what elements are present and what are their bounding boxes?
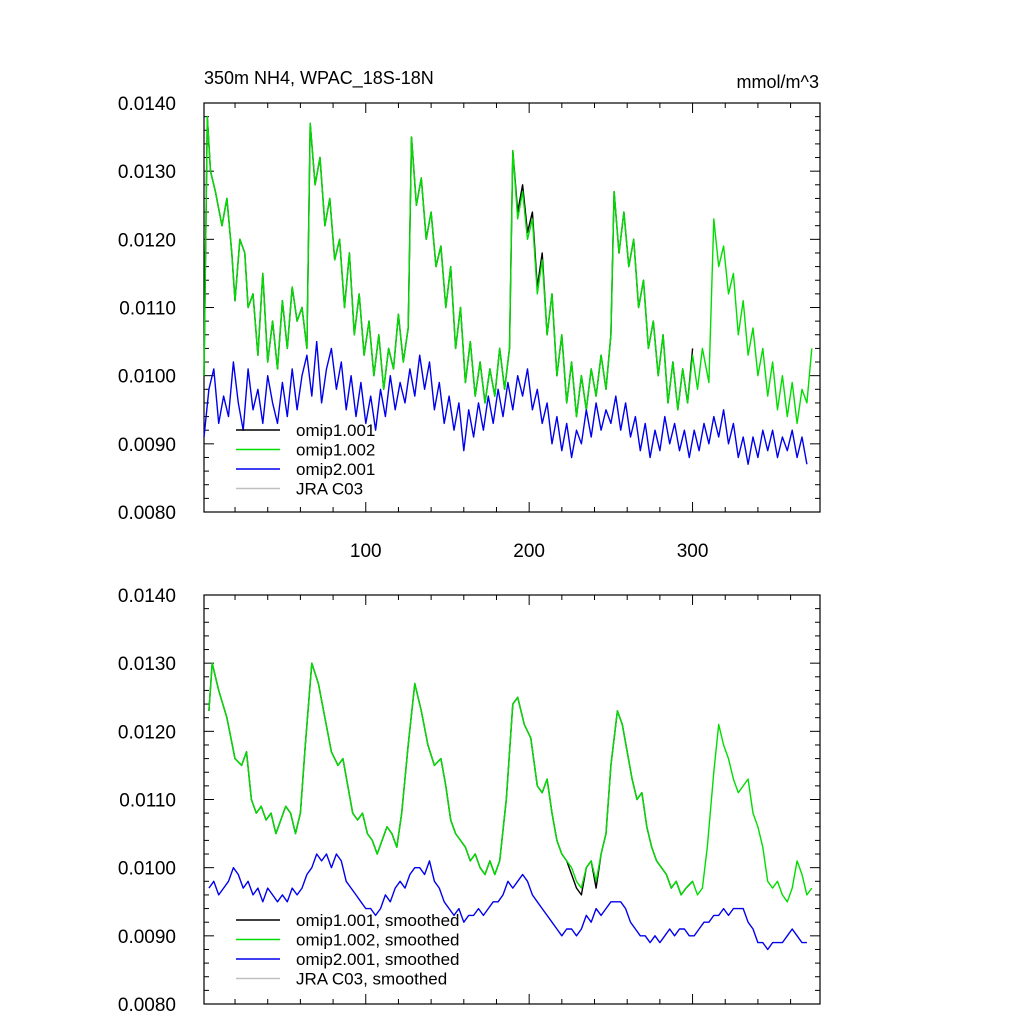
legend-label: omip1.001 xyxy=(296,421,375,440)
legend-label: omip2.001, smoothed xyxy=(296,950,460,969)
legend-label: omip2.001 xyxy=(296,460,375,479)
top-panel-units: mmol/m^3 xyxy=(737,72,819,92)
y-tick-label: 0.0110 xyxy=(119,299,176,320)
legend-label: JRA C03, smoothed xyxy=(296,970,447,989)
y-tick-label: 0.0120 xyxy=(118,722,176,743)
series-line xyxy=(203,115,813,425)
y-tick-label: 0.0100 xyxy=(118,367,176,388)
top-panel: 350m NH4, WPAC_18S-18N mmol/m^3 0.0080 0.… xyxy=(118,68,821,562)
series-line xyxy=(203,340,808,465)
y-tick-label: 0.0090 xyxy=(118,927,176,948)
x-tick-label: 300 xyxy=(677,541,709,562)
x-tick-label: 200 xyxy=(513,541,545,562)
series-line xyxy=(203,115,694,418)
series-line xyxy=(208,853,807,951)
y-tick-label: 0.0090 xyxy=(118,435,176,456)
legend-label: JRA C03 xyxy=(296,480,363,499)
bottom-panel: 0.0080 0.0090 0.0100 0.0110 0.0120 0.0130 0.01… xyxy=(118,586,821,1016)
top-panel-title: 350m NH4, WPAC_18S-18N xyxy=(204,68,434,89)
legend-label: omip1.002, smoothed xyxy=(296,931,460,950)
series-line xyxy=(208,662,694,896)
y-tick-label: 0.0080 xyxy=(118,503,176,524)
y-tick-label: 0.0130 xyxy=(118,162,176,183)
legend-label: omip1.002 xyxy=(296,441,375,460)
y-tick-label: 0.0100 xyxy=(118,859,176,880)
y-tick-label: 0.0130 xyxy=(118,654,176,675)
y-tick-label: 0.0110 xyxy=(119,791,176,812)
y-tick-label: 0.0140 xyxy=(118,586,176,607)
y-tick-label: 0.0140 xyxy=(118,94,176,115)
y-tick-label: 0.0080 xyxy=(118,995,176,1016)
series-line xyxy=(208,662,813,903)
legend-label: omip1.001, smoothed xyxy=(296,911,460,930)
y-tick-label: 0.0120 xyxy=(118,230,176,251)
x-tick-label: 100 xyxy=(350,541,382,562)
